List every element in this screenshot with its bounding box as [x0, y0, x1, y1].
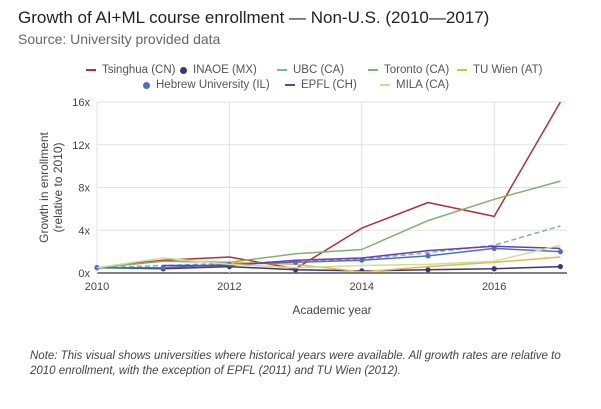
legend-label: Tsinghua (CN) — [102, 64, 176, 76]
legend-label: INAOE (MX) — [193, 64, 257, 76]
chart-title: Growth of AI+ML course enrollment — Non-… — [18, 8, 490, 27]
data-point-hebrew-university-il — [425, 253, 431, 259]
data-point-hebrew-university-il — [557, 249, 563, 255]
x-tick-label: 2012 — [217, 281, 241, 293]
legend-item-inaoe[interactable]: INAOE (MX) — [180, 64, 257, 76]
legend-line-swatch — [86, 69, 96, 71]
x-tick-label: 2014 — [350, 281, 374, 293]
y-tick-label: 16x — [72, 97, 90, 109]
legend-item-epfl[interactable]: EPFL (CH) — [285, 79, 357, 91]
series-line-inaoe-mx — [96, 265, 561, 272]
legend-label: TU Wien (AT) — [473, 64, 543, 76]
data-point-hebrew-university-il — [160, 265, 166, 271]
data-point-inaoe-mx — [491, 266, 497, 272]
series-line-tu-wien-at — [229, 256, 561, 273]
data-point-inaoe-mx — [557, 263, 563, 270]
y-tick-label: 4x — [78, 225, 90, 237]
legend-item-mila[interactable]: MILA (CA) — [380, 79, 449, 91]
legend: Tsinghua (CN) INAOE (MX) UBC (CA) Toront… — [0, 0, 601, 100]
legend-item-tuwien[interactable]: TU Wien (AT) — [457, 64, 542, 76]
legend-item-toronto[interactable]: Toronto (CA) — [368, 64, 449, 76]
y-tick-label: 0x — [78, 268, 90, 280]
legend-dot-swatch — [143, 81, 150, 89]
data-point-inaoe-mx — [359, 268, 365, 274]
legend-label: UBC (CA) — [293, 64, 345, 76]
data-point-inaoe-mx — [292, 267, 299, 273]
data-point-hebrew-university-il — [359, 257, 365, 263]
series-line-mila-ca — [96, 244, 561, 269]
chart-note: Note: This visual shows universities whe… — [30, 350, 561, 377]
chart-subtitle: Source: University provided data — [18, 31, 221, 47]
legend-line-swatch — [285, 84, 295, 86]
legend-line-swatch — [380, 84, 390, 86]
y-tick-label: 12x — [72, 140, 90, 152]
data-point-inaoe-mx — [425, 267, 431, 273]
legend-item-ubc[interactable]: UBC (CA) — [277, 64, 344, 76]
legend-label: Hebrew University (IL) — [156, 79, 270, 91]
x-tick-label: 2010 — [85, 281, 109, 293]
legend-label: Toronto (CA) — [384, 64, 450, 76]
legend-line-swatch — [457, 69, 467, 71]
legend-dashed-swatch — [277, 69, 287, 71]
x-axis-title: Academic year — [292, 303, 371, 317]
legend-item-hebrew[interactable]: Hebrew University (IL) — [143, 79, 270, 91]
legend-label: MILA (CA) — [396, 79, 450, 91]
legend-item-tsinghua[interactable]: Tsinghua (CN) — [86, 64, 176, 76]
y-axis-title: Growth in enrollment(relative to 2010) — [37, 131, 65, 242]
series-line-tsinghua-cn — [96, 101, 562, 270]
x-tick-label: 2016 — [482, 281, 506, 293]
series-line-hebrew-university-il — [97, 247, 561, 269]
legend-dot-swatch — [180, 66, 187, 74]
y-tick-label: 8x — [78, 183, 90, 195]
legend-line-swatch — [368, 69, 378, 71]
legend-label: EPFL (CH) — [301, 79, 357, 91]
series-line-epfl-ch — [163, 245, 561, 267]
series-line-toronto-ca — [96, 180, 561, 269]
